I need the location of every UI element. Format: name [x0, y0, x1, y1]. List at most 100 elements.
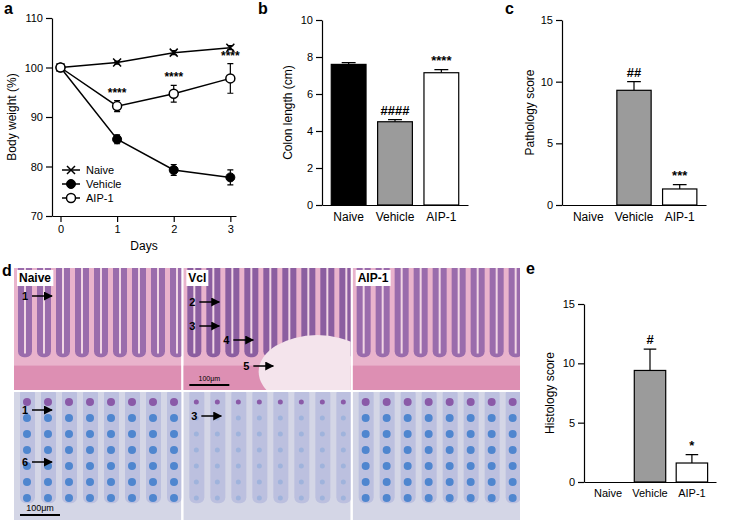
tick: 10 — [301, 14, 322, 26]
tick-label: 0 — [569, 476, 575, 488]
goblet-cell — [278, 416, 283, 421]
crypt — [273, 392, 288, 503]
marker — [56, 63, 65, 72]
micrograph-image — [183, 392, 350, 520]
goblet-cell — [128, 430, 136, 438]
y-axis-title: Colon length (cm) — [281, 65, 295, 160]
crypt — [471, 268, 485, 357]
tick-label: Naive — [573, 210, 604, 224]
goblet-cell — [320, 464, 325, 469]
crypt — [359, 392, 374, 503]
tick: 1 — [115, 216, 121, 235]
goblet-cell — [425, 414, 433, 422]
goblet-cell — [107, 494, 115, 502]
bar — [676, 463, 707, 482]
micrograph: 16 — [14, 388, 182, 520]
goblet-cell — [509, 414, 517, 422]
goblet-cell — [488, 430, 496, 438]
goblet-cell — [404, 462, 412, 470]
crypt-lumen — [157, 268, 159, 353]
annotation: **** — [431, 53, 452, 68]
goblet-cell — [128, 494, 136, 502]
goblet-cell — [44, 446, 52, 454]
error-bar — [644, 349, 657, 370]
goblet-cell — [320, 432, 325, 437]
goblet-cell — [215, 432, 220, 437]
micrograph: 3 — [183, 388, 351, 520]
error-bar — [686, 455, 699, 463]
crypt — [464, 392, 479, 503]
axis-line — [584, 305, 585, 483]
scale-bar-label: 100μm — [199, 375, 221, 383]
crypt — [104, 392, 119, 503]
goblet-cell — [86, 414, 94, 422]
tick-mark — [174, 216, 175, 222]
micrograph: Vcl2345 — [183, 262, 375, 408]
tick: 0 — [569, 476, 584, 488]
legend-marker — [67, 194, 76, 203]
marker — [226, 74, 235, 83]
goblet-cell — [467, 494, 475, 502]
label-background — [17, 270, 53, 286]
tick: 10 — [541, 76, 562, 88]
tick-mark — [316, 20, 322, 21]
tick-label: Naive — [333, 210, 364, 224]
micrograph-image — [14, 268, 181, 390]
tick: 15 — [563, 298, 584, 310]
goblet-cell — [383, 494, 391, 502]
tick: 3 — [228, 216, 234, 235]
goblet-cell — [320, 496, 325, 501]
scale-bar-label: 100μm — [26, 503, 54, 513]
goblet-cell — [341, 432, 346, 437]
goblet-cell — [299, 480, 304, 485]
goblet-cell — [467, 478, 475, 486]
tick: 70 — [31, 210, 52, 222]
crypt — [113, 268, 127, 357]
goblet-cell — [257, 496, 262, 501]
marker — [113, 135, 122, 144]
crypt — [75, 268, 89, 357]
goblet-cell — [194, 400, 199, 405]
goblet-cell — [65, 478, 73, 486]
goblet-cell — [236, 464, 241, 469]
crypt — [132, 268, 146, 357]
goblet-cell — [341, 496, 346, 501]
crypt — [452, 268, 466, 357]
tick-label: 3 — [228, 223, 234, 235]
tick-label: Vehicle — [632, 487, 667, 499]
tick-mark — [578, 423, 584, 424]
annotation: **** — [108, 86, 127, 100]
tick-label: 2 — [171, 223, 177, 235]
crypt — [189, 392, 204, 503]
goblet-cell — [320, 416, 325, 421]
crypt — [206, 268, 220, 357]
crypt — [414, 268, 428, 357]
crypt — [41, 392, 56, 503]
arrow — [253, 365, 273, 367]
goblet-cell — [65, 462, 73, 470]
annotation: * — [689, 438, 695, 453]
goblet-cell — [44, 494, 52, 502]
tick-label: 6 — [307, 88, 313, 100]
figure: 7080901001100123DaysBody weight (%)a****… — [0, 0, 739, 529]
goblet-cell — [170, 398, 178, 406]
panel-label: d — [2, 262, 12, 279]
legend: NaiveVehicleAIP-1 — [62, 164, 121, 204]
tick: Naive — [333, 210, 364, 224]
goblet-cell — [299, 464, 304, 469]
crypt — [146, 392, 161, 503]
crypt — [263, 268, 277, 357]
goblet-cell — [149, 430, 157, 438]
goblet-cell — [107, 478, 115, 486]
tick: 8 — [307, 51, 322, 63]
goblet-cell — [299, 496, 304, 501]
tick: Vehicle — [615, 210, 654, 224]
crypt-lumen — [212, 268, 214, 353]
goblet-cell — [236, 448, 241, 453]
crypt — [231, 392, 246, 503]
plot-area — [634, 349, 707, 482]
tick: 10 — [563, 357, 584, 369]
legend-item: AIP-1 — [62, 192, 114, 204]
crypt — [210, 392, 225, 503]
goblet-cell — [320, 480, 325, 485]
